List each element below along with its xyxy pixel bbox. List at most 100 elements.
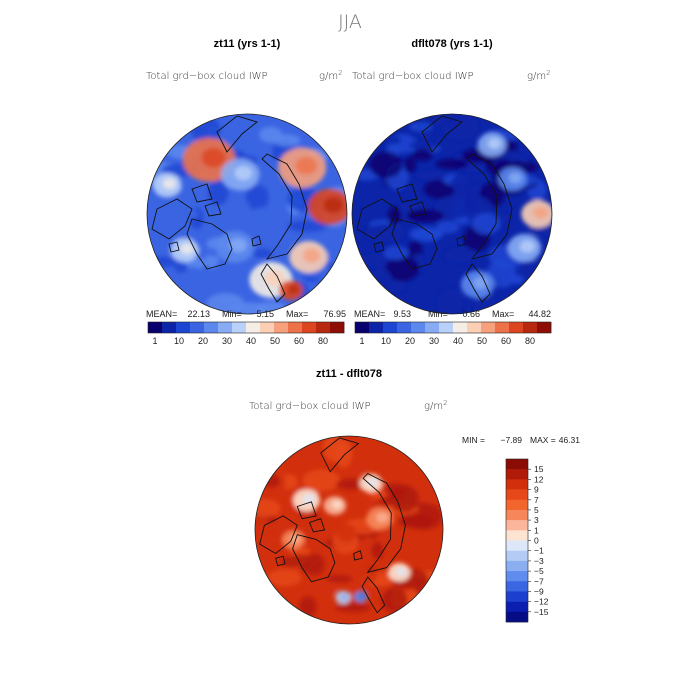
colorbar-swatch [523,322,538,333]
colorbar-swatch [246,322,261,333]
colorbar-frame [354,321,552,334]
coast-alaska [421,115,463,153]
coast-island [191,183,213,203]
field-anomaly-core [376,512,389,523]
field-patch [206,293,245,314]
units-label: g/m2 [319,69,343,82]
field-anomaly-core [331,500,342,509]
field-patch [303,529,343,554]
colorbar-tick-label: 80 [318,336,328,346]
field-patch [436,289,464,314]
field-patch [403,156,417,174]
field-patch [255,517,272,535]
coast-canada [259,515,298,555]
min-label: Min= [428,309,448,319]
field-patch [412,227,443,242]
field-patch [400,513,433,526]
colorbar-swatch [506,459,528,470]
max-value: 76.95 [323,309,346,319]
colorbar-swatch [506,520,528,531]
colorbar-tick-label: −7 [534,576,544,586]
field-anomaly-core [229,238,247,253]
colorbar-swatch [506,489,528,501]
field-patch [436,220,460,234]
coast-scandinavia [260,263,286,303]
field-anomaly-core [533,206,549,219]
min-label: Min= [222,309,242,319]
field-anomaly-core [162,178,177,190]
field-patch [360,536,374,559]
field-patch [408,121,433,132]
colorbar-swatch [411,322,426,333]
colorbar-tick-labels: 1 10 20 30 40 50 60 80 [152,336,328,346]
colorbar-swatch [506,571,528,582]
field-patch [365,224,405,242]
map-border [254,435,444,625]
field-anomaly-core [302,494,316,505]
min-value: 5.15 [256,309,274,319]
coast-scandinavia [361,576,386,614]
colorbar-tick-label: −3 [534,556,544,566]
colorbar-frame [147,321,345,334]
colorbar-swatch [481,322,496,333]
colorbar-swatch [506,591,528,602]
colorbar-tick-label: 7 [534,495,539,505]
colorbar-swatch [509,322,524,333]
min-value: −7.89 [500,435,522,445]
coast-island [204,201,222,217]
field-patch [174,262,188,273]
colorbar-swatch [288,322,303,333]
coast-alaska [216,115,258,153]
field-patch [451,174,470,192]
field-patch [245,184,269,211]
colorbar-swatch [316,322,331,333]
field-patch [231,137,257,152]
coast-eurasia [362,473,406,574]
coast-greenland [186,218,233,270]
field-patch [335,602,371,613]
field-patch [326,574,353,583]
colorbar-swatch [467,322,482,333]
field-patch [350,457,366,475]
field-patch [509,274,524,285]
colorbar-tick-label: 30 [429,336,439,346]
colorbar-tick-label: 60 [501,336,511,346]
field-patch [441,114,479,140]
field-patch [409,141,437,151]
field-patch [368,268,393,294]
colorbar-swatch [425,322,440,333]
field-patch [336,523,356,542]
colorbar-tick-label: 40 [453,336,463,346]
field-anomaly-core [396,567,407,576]
coastlines [151,115,308,303]
field-anomaly-core [487,138,501,149]
field-patch [444,247,478,263]
coast-island [251,235,262,247]
polar-map [255,436,443,624]
field-anomaly-core [180,243,194,255]
field-patch [203,205,229,234]
colorbar-swatch [383,322,398,333]
coast-alaska [320,437,360,473]
polar-map [352,114,552,314]
field-anomaly-core [287,284,299,294]
panel-zt11: zt11 (yrs 1-1) Total grd−box cloud IWP g… [146,38,348,346]
max-value: 46.31 [559,435,581,445]
field-patch [223,201,251,210]
field-anomaly-core [323,196,344,214]
coast-island [373,241,385,253]
field-patch [371,541,384,560]
field-patch [385,256,420,282]
field-patch [255,499,281,518]
colorbar-swatch [190,322,205,333]
colorbar-tick-label: 10 [381,336,391,346]
colorbar-tick-label: 60 [294,336,304,346]
colorbar-tick-label: 50 [270,336,280,346]
field-patch [471,213,501,235]
max-label: Max= [492,309,514,319]
panel-title: zt11 - dflt078 [316,368,382,380]
colorbar-swatch [260,322,275,333]
field-patch [435,158,468,170]
colorbar-swatch [330,322,345,333]
